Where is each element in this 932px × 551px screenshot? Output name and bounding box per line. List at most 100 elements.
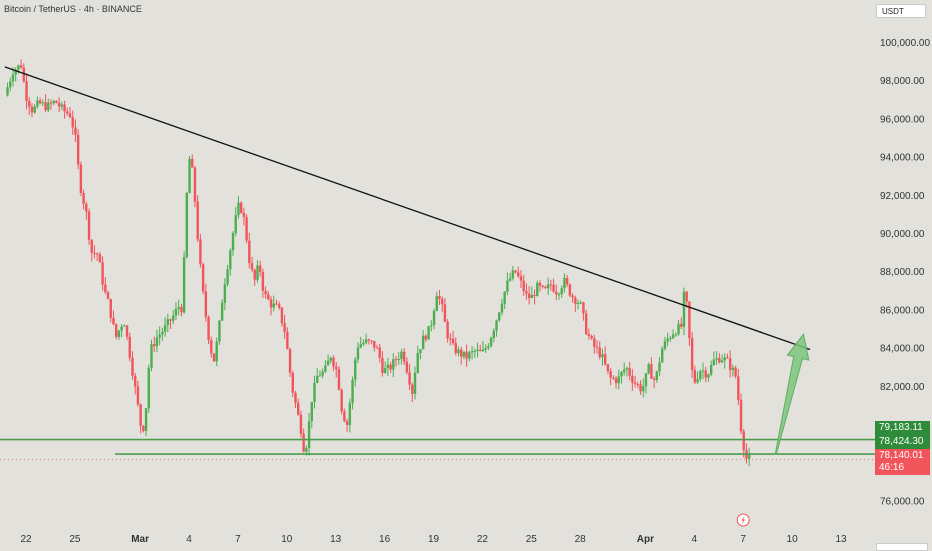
time-axis[interactable]: 22 25 Mar 4 7 10 13 16 19 22 25 28 Apr 4 7 10 13 bbox=[20, 513, 847, 545]
candle-body bbox=[297, 402, 300, 415]
candle-body bbox=[650, 364, 653, 379]
candle-body bbox=[161, 331, 164, 335]
lightning-icon[interactable] bbox=[736, 513, 750, 527]
candle-body bbox=[362, 342, 365, 345]
candle-body bbox=[454, 343, 457, 354]
candle-body bbox=[106, 292, 110, 300]
candle-body bbox=[392, 359, 395, 370]
candle-body bbox=[669, 338, 672, 340]
candle-body bbox=[220, 302, 224, 321]
candle-body bbox=[123, 325, 126, 327]
candle-body bbox=[280, 307, 284, 324]
candle-body bbox=[590, 336, 593, 339]
x-tick-label: 28 bbox=[575, 534, 587, 545]
candle-body bbox=[682, 291, 686, 327]
candle-body bbox=[636, 383, 639, 385]
candle-body bbox=[413, 372, 417, 394]
candle-body bbox=[329, 357, 333, 361]
candle-body bbox=[313, 382, 316, 403]
candle-body bbox=[620, 372, 623, 377]
candle-body bbox=[177, 307, 180, 309]
candle-body bbox=[402, 351, 406, 362]
candle-body bbox=[734, 367, 737, 377]
candle-body bbox=[579, 302, 582, 304]
candle-body bbox=[663, 341, 667, 349]
candle-body bbox=[294, 392, 297, 403]
candle-body bbox=[239, 202, 243, 213]
candle-body bbox=[609, 371, 612, 378]
candle-body bbox=[95, 253, 99, 255]
candle-body bbox=[517, 272, 520, 277]
candle-body bbox=[22, 67, 26, 82]
candle-body bbox=[644, 373, 648, 387]
price-tag-lower-support: 78,424.30 bbox=[875, 435, 930, 449]
candle-body bbox=[337, 369, 341, 390]
x-tick-label: 19 bbox=[428, 534, 440, 545]
candle-body bbox=[690, 338, 694, 371]
candle-body bbox=[261, 271, 265, 291]
candle-body bbox=[25, 81, 28, 102]
candle-body bbox=[386, 364, 390, 368]
candle-body bbox=[449, 338, 452, 340]
candle-body bbox=[519, 276, 523, 281]
y-tick-label: 92,000.00 bbox=[880, 191, 925, 202]
candle-body bbox=[93, 252, 96, 254]
x-tick-label: 10 bbox=[281, 534, 293, 545]
candle-body bbox=[201, 264, 205, 292]
candle-body bbox=[419, 349, 422, 354]
projection-arrow[interactable] bbox=[774, 333, 810, 455]
candle-body bbox=[17, 65, 20, 70]
candle-body bbox=[470, 351, 474, 353]
candle-body bbox=[685, 291, 688, 302]
candle-body bbox=[457, 349, 460, 354]
candle-body bbox=[677, 323, 680, 335]
candle-body bbox=[696, 379, 699, 383]
candle-body bbox=[726, 357, 729, 359]
candle-body bbox=[435, 296, 438, 311]
candle-body bbox=[674, 334, 678, 336]
candle-body bbox=[283, 323, 286, 332]
candle-body bbox=[242, 212, 246, 218]
candle-body bbox=[574, 297, 577, 304]
candle-body bbox=[489, 337, 493, 347]
candle-body bbox=[606, 364, 610, 372]
candle-body bbox=[343, 411, 346, 422]
candle-body bbox=[715, 358, 718, 360]
candle-body bbox=[131, 357, 134, 376]
candle-body bbox=[568, 284, 572, 296]
candle-body bbox=[85, 203, 88, 212]
candle-body bbox=[229, 250, 232, 270]
candle-body bbox=[125, 325, 129, 337]
candle-body bbox=[625, 368, 629, 370]
candle-body bbox=[723, 357, 726, 361]
candle-body bbox=[617, 376, 620, 384]
price-tag-last-price: 78,140.01 bbox=[875, 449, 930, 463]
candle-body bbox=[258, 265, 262, 272]
candle-body bbox=[709, 365, 713, 375]
candle-body bbox=[41, 102, 45, 104]
candle-body bbox=[394, 359, 398, 361]
candle-body bbox=[310, 402, 313, 422]
candle-body bbox=[356, 347, 360, 360]
candle-body bbox=[191, 158, 194, 168]
candle-body bbox=[79, 164, 83, 193]
candle-body bbox=[628, 368, 631, 376]
symbol-title[interactable]: Bitcoin / TetherUS · 4h · BINANCE bbox=[4, 4, 142, 14]
candle-body bbox=[411, 384, 414, 394]
x-tick-label: 16 bbox=[379, 534, 391, 545]
candle-body bbox=[440, 299, 444, 305]
candle-body bbox=[565, 277, 569, 285]
candle-body bbox=[739, 399, 743, 432]
candle-body bbox=[451, 338, 455, 344]
candle-body bbox=[172, 315, 175, 321]
currency-selector[interactable]: USDT bbox=[876, 4, 926, 18]
candle-body bbox=[90, 239, 93, 253]
trendline[interactable] bbox=[4, 66, 811, 351]
candle-body bbox=[316, 375, 319, 383]
drawings bbox=[0, 66, 875, 460]
candle-body bbox=[603, 354, 607, 365]
candle-body bbox=[166, 319, 170, 325]
y-tick-label: 98,000.00 bbox=[880, 76, 925, 87]
candle-body bbox=[389, 364, 392, 370]
